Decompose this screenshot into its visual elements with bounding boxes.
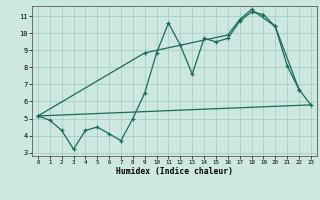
X-axis label: Humidex (Indice chaleur): Humidex (Indice chaleur) (116, 167, 233, 176)
